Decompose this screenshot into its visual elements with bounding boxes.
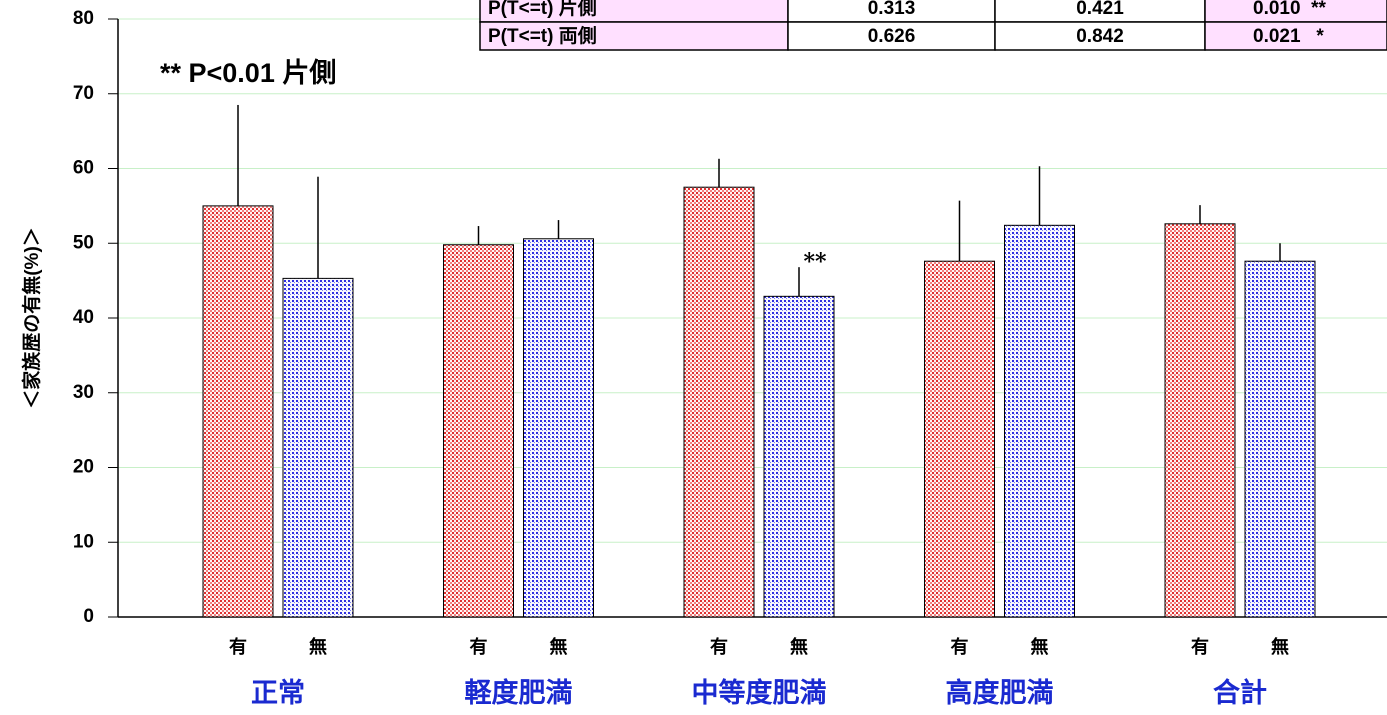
y-tick-label: 50 <box>73 232 94 253</box>
table-value: 0.842 <box>1076 26 1124 47</box>
table-value: 0.421 <box>1076 0 1124 19</box>
series-label: 無 <box>550 636 568 657</box>
bar <box>1244 260 1316 618</box>
bar <box>202 205 274 618</box>
row-label: P(T<=t) 片側 <box>488 0 597 19</box>
table-cell <box>787 21 996 51</box>
series-label: 有 <box>951 636 969 657</box>
series-label: 無 <box>309 636 327 657</box>
series-label: 有 <box>470 636 488 657</box>
y-tick-label: 10 <box>73 531 94 552</box>
category-label: 合計 <box>1213 677 1267 708</box>
series-label: 無 <box>1271 636 1289 657</box>
annotation: ** P<0.01 片側 <box>160 58 336 88</box>
table-value: 0.021 * <box>1253 26 1324 47</box>
y-tick-label: 20 <box>73 457 94 478</box>
category-label: 正常 <box>251 678 305 708</box>
row-label: P(T<=t) 両側 <box>488 25 597 47</box>
table-value: 0.626 <box>868 26 916 47</box>
bar <box>683 186 755 618</box>
table-value: 0.313 <box>868 0 916 19</box>
bar <box>924 260 995 618</box>
bar <box>1164 223 1236 618</box>
y-tick-label: 0 <box>83 606 94 627</box>
y-tick-label: 30 <box>73 382 94 403</box>
table-cell <box>1204 21 1387 51</box>
table-cell <box>994 21 1206 51</box>
series-label: 有 <box>229 636 247 657</box>
bar <box>443 244 514 618</box>
bar <box>523 238 594 618</box>
category-label: 中等度肥満 <box>692 677 827 708</box>
table-value: 0.010 ** <box>1253 0 1326 19</box>
y-axis-label: ＜家族歴の有無(%)＞ <box>20 227 43 409</box>
series-label: 有 <box>710 636 728 657</box>
category-label: 高度肥満 <box>946 677 1054 708</box>
bar <box>763 295 835 618</box>
y-tick-label: 40 <box>73 307 94 328</box>
significance-label: ** <box>803 249 827 275</box>
bar <box>282 277 354 618</box>
series-label: 無 <box>1031 636 1049 657</box>
series-label: 無 <box>790 636 808 657</box>
y-tick-label: 70 <box>73 83 94 104</box>
y-tick-label: 80 <box>73 8 94 29</box>
category-label: 軽度肥満 <box>465 677 573 708</box>
series-label: 有 <box>1191 636 1209 657</box>
bar <box>1004 224 1075 618</box>
y-tick-label: 60 <box>73 158 94 179</box>
table-cell <box>479 21 789 51</box>
